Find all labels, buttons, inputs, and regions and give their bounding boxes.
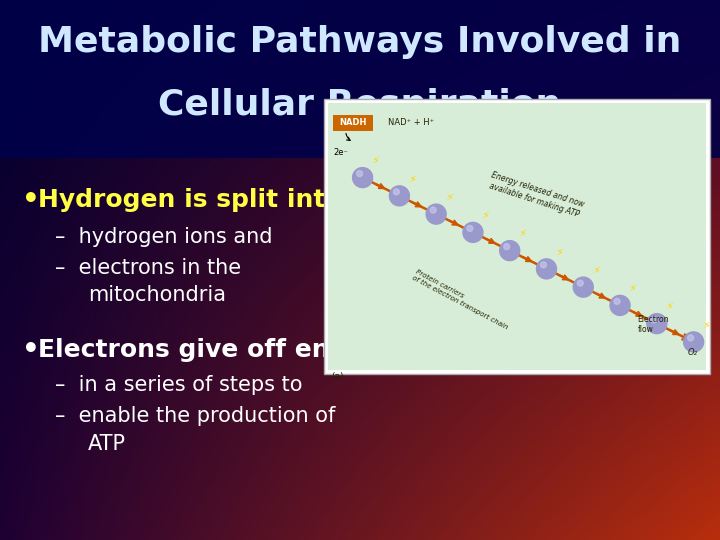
Text: ⚡: ⚡ — [517, 229, 527, 240]
Circle shape — [647, 314, 667, 334]
Text: ATP: ATP — [88, 434, 126, 454]
FancyBboxPatch shape — [333, 114, 373, 131]
Circle shape — [610, 295, 630, 315]
Circle shape — [573, 277, 593, 297]
Text: O₂: O₂ — [688, 348, 698, 357]
Text: –  hydrogen ions and: – hydrogen ions and — [55, 227, 272, 247]
Circle shape — [614, 299, 620, 305]
Text: ⚡: ⚡ — [406, 174, 416, 186]
Text: 2e⁻: 2e⁻ — [333, 148, 348, 157]
Text: ⚡: ⚡ — [627, 284, 637, 295]
Circle shape — [651, 316, 657, 322]
Circle shape — [426, 204, 446, 224]
Circle shape — [463, 222, 483, 242]
FancyBboxPatch shape — [0, 0, 720, 158]
Circle shape — [393, 189, 400, 195]
FancyBboxPatch shape — [328, 103, 706, 370]
Circle shape — [353, 167, 373, 187]
FancyBboxPatch shape — [323, 99, 710, 374]
Text: ⚡: ⚡ — [664, 302, 674, 314]
Text: ⚡: ⚡ — [443, 192, 453, 204]
Text: •: • — [22, 336, 40, 364]
Text: mitochondria: mitochondria — [88, 285, 226, 305]
Text: ⚡: ⚡ — [480, 211, 490, 222]
Text: ⚡: ⚡ — [554, 247, 564, 259]
Text: Metabolic Pathways Involved in: Metabolic Pathways Involved in — [38, 25, 682, 59]
Text: Electrons give off energy: Electrons give off energy — [38, 338, 393, 362]
Circle shape — [683, 332, 703, 352]
Text: Cellular Respiration: Cellular Respiration — [158, 88, 562, 122]
Text: Protein carriers
of the electron transport chain: Protein carriers of the electron transpo… — [410, 268, 512, 330]
Circle shape — [541, 262, 546, 268]
Text: –  in a series of steps to: – in a series of steps to — [55, 375, 302, 395]
Circle shape — [390, 186, 410, 206]
Text: ⚡: ⚡ — [701, 320, 711, 332]
Text: Energy released and now
available for making ATP: Energy released and now available for ma… — [487, 171, 585, 219]
Text: •: • — [22, 186, 40, 214]
Circle shape — [688, 335, 693, 341]
Text: Hydrogen is split into: Hydrogen is split into — [38, 188, 343, 212]
Circle shape — [356, 171, 363, 177]
Text: Electron
flow: Electron flow — [638, 315, 669, 334]
Text: –  enable the production of: – enable the production of — [55, 406, 336, 426]
Text: NAD⁺ + H⁺: NAD⁺ + H⁺ — [387, 118, 433, 127]
Text: (a): (a) — [332, 372, 344, 381]
Text: NADH: NADH — [339, 118, 366, 127]
Circle shape — [577, 280, 583, 286]
Circle shape — [500, 241, 520, 261]
Circle shape — [536, 259, 557, 279]
Text: ⚡: ⚡ — [369, 156, 379, 167]
Circle shape — [467, 225, 473, 231]
Text: –  electrons in the: – electrons in the — [55, 258, 241, 278]
Text: ⚡: ⚡ — [590, 265, 600, 277]
Circle shape — [504, 244, 510, 249]
Circle shape — [430, 207, 436, 213]
